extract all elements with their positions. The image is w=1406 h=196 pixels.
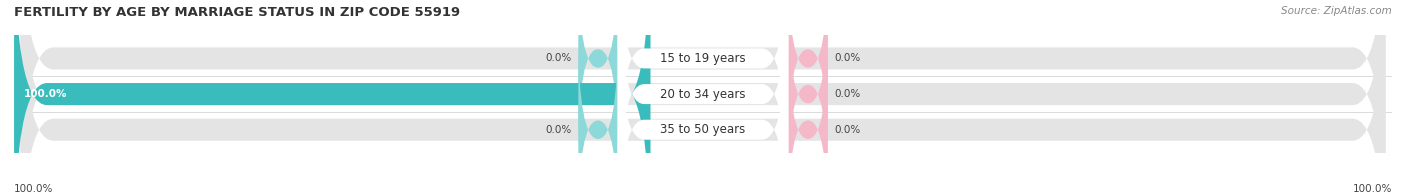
Text: Source: ZipAtlas.com: Source: ZipAtlas.com xyxy=(1281,6,1392,16)
FancyBboxPatch shape xyxy=(617,0,789,196)
FancyBboxPatch shape xyxy=(578,0,617,156)
FancyBboxPatch shape xyxy=(21,0,1385,196)
FancyBboxPatch shape xyxy=(617,0,789,196)
FancyBboxPatch shape xyxy=(21,0,1385,196)
Text: 15 to 19 years: 15 to 19 years xyxy=(661,52,745,65)
Text: 0.0%: 0.0% xyxy=(546,125,572,135)
FancyBboxPatch shape xyxy=(14,0,651,196)
FancyBboxPatch shape xyxy=(578,32,617,196)
FancyBboxPatch shape xyxy=(617,0,789,191)
Text: 35 to 50 years: 35 to 50 years xyxy=(661,123,745,136)
Text: 0.0%: 0.0% xyxy=(834,125,860,135)
Text: 100.0%: 100.0% xyxy=(14,184,53,194)
Text: 100.0%: 100.0% xyxy=(24,89,67,99)
FancyBboxPatch shape xyxy=(21,0,1385,196)
Text: 20 to 34 years: 20 to 34 years xyxy=(661,88,745,101)
FancyBboxPatch shape xyxy=(789,0,828,192)
Text: 100.0%: 100.0% xyxy=(1353,184,1392,194)
FancyBboxPatch shape xyxy=(789,0,828,156)
Text: 0.0%: 0.0% xyxy=(834,89,860,99)
Text: FERTILITY BY AGE BY MARRIAGE STATUS IN ZIP CODE 55919: FERTILITY BY AGE BY MARRIAGE STATUS IN Z… xyxy=(14,6,460,19)
FancyBboxPatch shape xyxy=(789,32,828,196)
Text: 0.0%: 0.0% xyxy=(834,54,860,64)
Text: 0.0%: 0.0% xyxy=(546,54,572,64)
